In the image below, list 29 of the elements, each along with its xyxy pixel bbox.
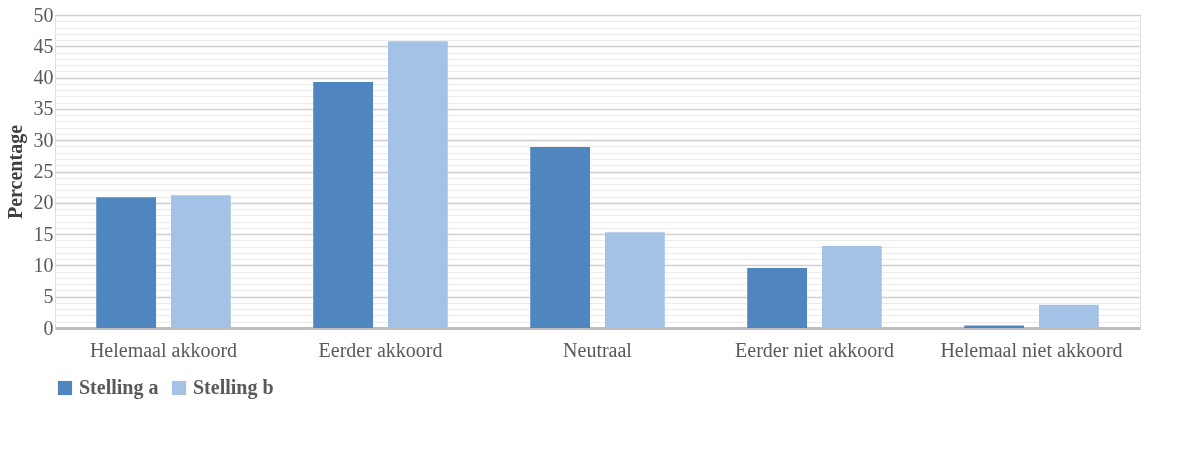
y-tick-label: 40: [33, 66, 54, 89]
bar: [313, 81, 374, 328]
y-tick-label: 50: [33, 3, 54, 26]
legend-label: Stelling b: [193, 376, 274, 399]
x-tick-label: Helemaal niet akkoord: [940, 338, 1123, 361]
y-tick-label: 0: [43, 316, 54, 339]
y-tick-label: 25: [33, 160, 54, 182]
x-tick-label: Eerder akkoord: [318, 338, 443, 361]
bar: [96, 197, 157, 328]
y-tick-label: 10: [33, 253, 54, 276]
x-tick-label: Helemaal akkoord: [89, 338, 238, 361]
bar: [604, 232, 665, 328]
y-tick-label: 45: [33, 34, 54, 57]
bar: [170, 195, 231, 328]
bar: [1038, 304, 1099, 328]
bar: [530, 147, 591, 328]
y-axis-title: Percentage: [3, 124, 27, 220]
y-tick-label: 35: [33, 97, 54, 120]
legend-label: Stelling a: [79, 376, 159, 399]
x-tick-label: Neutraal: [563, 338, 633, 361]
bar: [387, 41, 448, 328]
bar: [821, 245, 882, 328]
y-tick-label: 20: [33, 191, 54, 214]
x-tick-label: Eerder niet akkoord: [735, 338, 894, 361]
y-tick-label: 5: [43, 285, 54, 308]
bar: [747, 267, 808, 328]
bar: [964, 325, 1025, 328]
y-tick-label: 15: [33, 222, 54, 245]
y-tick-label: 30: [33, 128, 54, 151]
